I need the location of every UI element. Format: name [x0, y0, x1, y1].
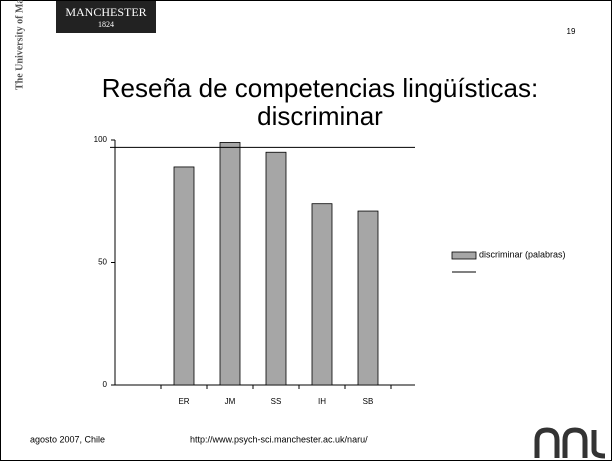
- slide-title: Reseña de competencias lingüísticas:: [102, 73, 538, 103]
- bar: [219, 142, 241, 386]
- x-tick-label: SB: [363, 397, 374, 406]
- university-text: The University of Manchester: [14, 0, 25, 90]
- logo-box: [56, 1, 156, 33]
- legend-swatch: [451, 251, 477, 260]
- logo-year: 1824: [98, 20, 114, 29]
- page-number: 19: [567, 27, 576, 36]
- logo-text: MANCHESTER: [65, 5, 146, 19]
- x-tick-label: JM: [225, 397, 236, 406]
- bar: [357, 210, 379, 386]
- y-tick-label: 50: [98, 258, 107, 267]
- slide-title: discriminar: [257, 101, 383, 131]
- legend-label: discriminar (palabras): [479, 249, 566, 259]
- naru-logo: [534, 427, 606, 459]
- footer-text: agosto 2007, Chile: [30, 434, 105, 444]
- bar: [265, 151, 287, 386]
- bar: [173, 166, 195, 386]
- bar: [311, 203, 333, 386]
- x-tick-label: SS: [271, 397, 282, 406]
- x-tick-label: ER: [178, 397, 189, 406]
- y-tick-label: 0: [103, 380, 108, 389]
- y-tick-label: 100: [94, 135, 108, 144]
- x-tick-label: IH: [318, 397, 326, 406]
- chart: 0 50 100 ER JM SS IH SB discriminar (palabras): [94, 135, 566, 406]
- footer-url: http://www.psych-sci.manchester.ac.uk/na…: [190, 434, 368, 444]
